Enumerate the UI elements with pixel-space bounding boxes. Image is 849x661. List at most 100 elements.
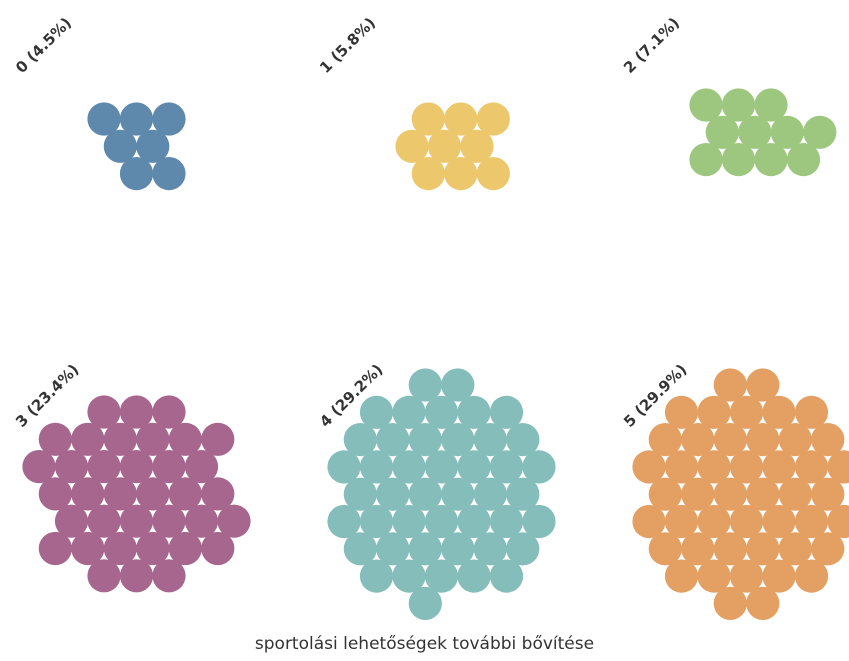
group-label-2: 2 (7.1%)	[620, 14, 683, 77]
dot-4-2	[359, 395, 394, 429]
dot-3-20	[201, 477, 235, 511]
group-4	[327, 368, 556, 621]
dot-5-22	[713, 477, 747, 511]
dot-1-0	[411, 102, 445, 136]
dot-5-32	[827, 504, 849, 539]
group-3	[22, 395, 251, 593]
dot-1-8	[476, 157, 510, 191]
dot-3-11	[87, 450, 121, 484]
dot-3-6	[136, 422, 170, 456]
dot-5-7	[648, 423, 682, 457]
dot-5-10	[746, 423, 780, 457]
dot-5-18	[794, 450, 829, 484]
dot-5-24	[778, 477, 812, 511]
dot-5-43	[794, 559, 829, 593]
dot-3-31	[168, 531, 202, 566]
dot-5-11	[778, 423, 812, 457]
dot-3-4	[71, 422, 105, 456]
dot-1-4	[427, 129, 462, 163]
dot-5-1	[746, 368, 780, 402]
dot-4-9	[408, 423, 442, 457]
dot-5-42	[762, 559, 796, 593]
dot-4-26	[327, 504, 361, 539]
dot-2-6	[803, 115, 837, 149]
dot-3-7	[168, 422, 202, 456]
dot-5-12	[811, 423, 845, 457]
group-label-0: 0 (4.5%)	[12, 14, 75, 77]
dot-5-31	[794, 504, 829, 539]
dot-1-6	[411, 157, 445, 191]
dot-5-3	[697, 395, 731, 429]
group-2	[689, 88, 837, 177]
dot-4-7	[343, 423, 377, 457]
dot-1-5	[460, 129, 494, 163]
dot-5-37	[778, 532, 812, 566]
dot-3-30	[136, 531, 170, 566]
dot-0-6	[152, 157, 186, 191]
dot-3-12	[119, 450, 154, 484]
dot-5-16	[729, 450, 764, 484]
dot-4-11	[473, 423, 507, 457]
dot-5-8	[681, 423, 715, 457]
dot-4-12	[506, 423, 540, 457]
dot-0-5	[119, 157, 154, 191]
dot-3-19	[168, 477, 202, 511]
group-label-1: 1 (5.8%)	[316, 14, 379, 77]
dot-5-38	[811, 532, 845, 566]
dot-3-25	[184, 504, 219, 538]
dot-4-19	[522, 450, 556, 484]
dot-0-3	[103, 129, 137, 163]
dot-5-35	[713, 532, 747, 566]
dot-3-21	[54, 504, 89, 538]
dot-3-17	[103, 477, 137, 511]
dot-4-44	[408, 586, 442, 621]
dot-2-7	[689, 143, 723, 177]
dot-4-29	[424, 504, 459, 539]
dot-3-28	[71, 531, 105, 566]
dot-4-10	[441, 423, 475, 457]
dot-5-19	[827, 450, 849, 484]
dot-5-36	[746, 532, 780, 566]
dot-4-5	[457, 395, 491, 429]
dot-2-10	[786, 143, 821, 177]
dot-5-5	[762, 395, 796, 429]
dot-5-20	[648, 477, 682, 511]
dot-5-41	[729, 559, 764, 593]
dot-2-8	[721, 143, 756, 177]
dot-4-24	[473, 477, 507, 511]
group-5	[632, 368, 849, 621]
dot-4-21	[376, 477, 410, 511]
dot-2-1	[721, 88, 756, 122]
dot-5-2	[664, 395, 699, 429]
dot-2-0	[689, 88, 723, 122]
dot-3-24	[152, 504, 186, 538]
dot-5-4	[729, 395, 764, 429]
dot-4-0	[408, 368, 442, 402]
dot-5-25	[811, 477, 845, 511]
dot-5-30	[762, 504, 796, 539]
group-0	[87, 102, 186, 191]
dot-3-13	[152, 450, 186, 484]
dot-4-43	[489, 559, 524, 593]
dot-5-9	[713, 423, 747, 457]
dot-5-44	[713, 586, 747, 621]
dot-0-2	[152, 102, 186, 136]
dot-3-34	[119, 559, 154, 593]
dot-5-45	[746, 586, 780, 621]
dot-5-0	[713, 368, 747, 402]
dot-3-2	[152, 395, 186, 429]
dot-5-13	[632, 450, 666, 484]
dot-5-23	[746, 477, 780, 511]
dot-4-18	[489, 450, 524, 484]
dot-4-32	[522, 504, 556, 539]
dot-4-23	[441, 477, 475, 511]
dot-4-35	[408, 532, 442, 566]
dot-5-26	[632, 504, 666, 539]
dot-4-14	[359, 450, 394, 484]
dot-3-29	[103, 531, 137, 566]
dot-1-7	[444, 157, 478, 191]
dot-3-14	[184, 450, 219, 484]
dot-3-16	[71, 477, 105, 511]
dot-5-33	[648, 532, 682, 566]
dot-4-40	[392, 559, 426, 593]
